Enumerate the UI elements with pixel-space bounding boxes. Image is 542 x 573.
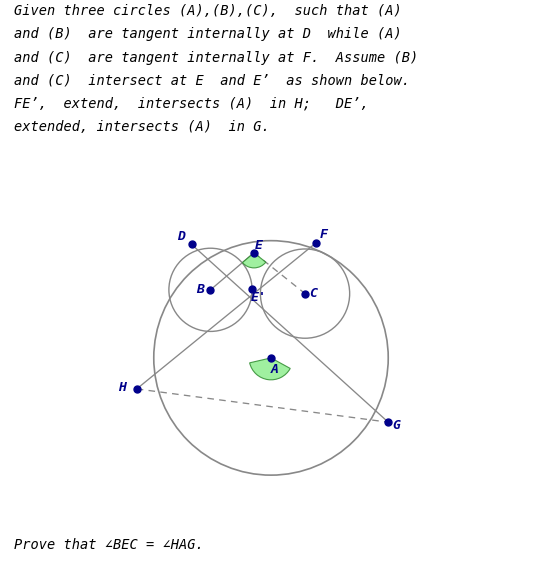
Text: FE’,  extend,  intersects (A)  in H;   DE’,: FE’, extend, intersects (A) in H; DE’, [14, 97, 369, 111]
Text: extended, intersects (A)  in G.: extended, intersects (A) in G. [14, 120, 269, 134]
Text: F: F [319, 227, 327, 241]
Text: E: E [255, 240, 262, 253]
Text: and (B)  are tangent internally at D  while (A): and (B) are tangent internally at D whil… [14, 28, 401, 41]
Text: G: G [392, 419, 401, 431]
Text: C: C [309, 287, 318, 300]
Text: and (C)  intersect at E  and E’  as shown below.: and (C) intersect at E and E’ as shown b… [14, 74, 410, 88]
Text: B: B [196, 283, 204, 296]
Wedge shape [250, 358, 290, 380]
Text: D: D [177, 230, 185, 242]
Text: A: A [271, 363, 279, 376]
Text: Prove that ∠BEC = ∠HAG.: Prove that ∠BEC = ∠HAG. [14, 538, 203, 552]
Text: and (C)  are tangent internally at F.  Assume (B): and (C) are tangent internally at F. Ass… [14, 50, 418, 65]
Text: H: H [118, 381, 126, 394]
Text: Given three circles (A),(B),(C),  such that (A): Given three circles (A),(B),(C), such th… [14, 5, 401, 18]
Text: E': E' [251, 291, 267, 304]
Wedge shape [242, 253, 266, 268]
